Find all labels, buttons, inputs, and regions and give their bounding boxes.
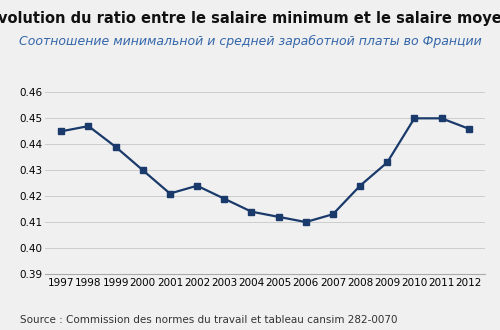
Text: Source : Commission des normes du travail et tableau cansim 282-0070: Source : Commission des normes du travai… <box>20 315 398 325</box>
Text: Соотношение минимальной и средней заработной платы во Франции: Соотношение минимальной и средней зарабо… <box>18 35 481 48</box>
Text: Évolution du ratio entre le salaire minimum et le salaire moyen: Évolution du ratio entre le salaire mini… <box>0 8 500 26</box>
